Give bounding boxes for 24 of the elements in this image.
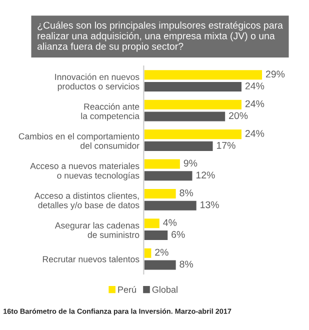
data-label: 20% bbox=[229, 112, 248, 120]
data-label: 13% bbox=[200, 201, 219, 208]
data-label: 24% bbox=[245, 130, 264, 137]
data-label: 9% bbox=[184, 160, 198, 167]
y-tick-label: Reacción ante la competencia bbox=[81, 103, 140, 121]
y-tick-label: Acceso a nuevos materiales o nuevas tecnologías bbox=[30, 162, 140, 180]
y-tick-label: Asegurar las cadenas de suministro bbox=[54, 222, 140, 238]
data-label: 6% bbox=[172, 231, 185, 238]
legend-label: Perú bbox=[118, 286, 136, 293]
data-label: 24% bbox=[245, 100, 264, 108]
data-label: 4% bbox=[163, 219, 177, 226]
y-tick-label: Innovación en nuevos productos o servicios bbox=[55, 74, 140, 92]
legend-label: Global bbox=[152, 286, 178, 293]
y-tick-label: Cambios en el comportamiento del consumidor bbox=[18, 133, 140, 149]
data-label: 8% bbox=[180, 260, 194, 268]
data-label: 8% bbox=[180, 189, 194, 196]
data-label: 12% bbox=[196, 172, 215, 178]
y-tick-label: Recrutar nuevos talentos bbox=[42, 256, 140, 262]
data-label: 24% bbox=[245, 82, 264, 90]
chart-title: ¿Cuáles son los principales impulsores estratégicos para realizar una adquisición, una empresa mixta (JV) o una alianza fuera de su propio sector? bbox=[37, 21, 283, 52]
data-label: 2% bbox=[155, 248, 168, 256]
data-label: 17% bbox=[216, 142, 236, 149]
data-label: 29% bbox=[266, 70, 285, 78]
y-tick-label: Acceso a distintos clientes, detalles y/o base de datos bbox=[34, 192, 140, 210]
